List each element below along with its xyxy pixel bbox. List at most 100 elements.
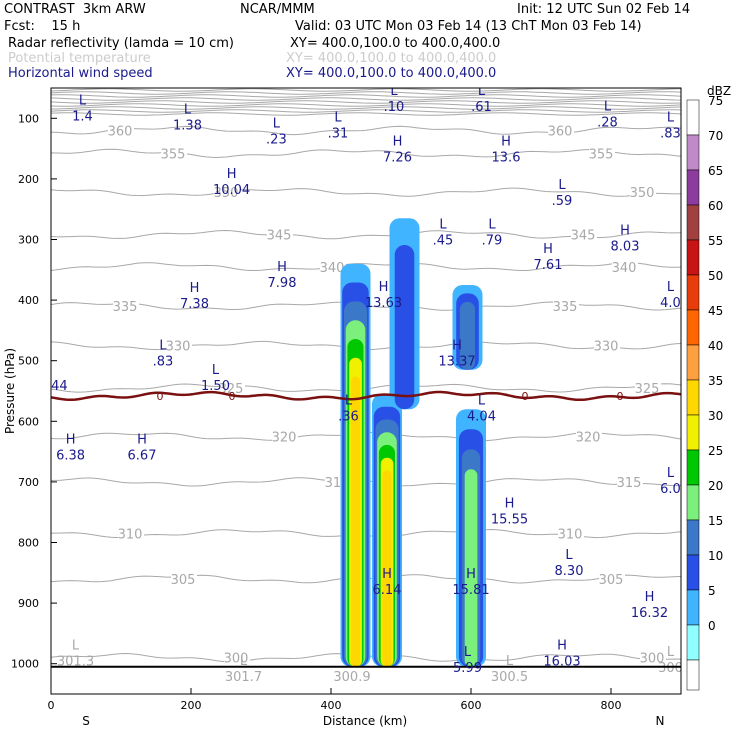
theta-contour-upper	[51, 91, 681, 95]
theta-contour-upper	[51, 97, 681, 101]
wind-extremum-marker: L	[478, 84, 486, 99]
theta-contour-label: 305	[171, 573, 196, 588]
wind-extremum-value: 15.81	[452, 583, 489, 598]
colorbar-swatch	[686, 379, 700, 416]
theta-label-bg	[224, 650, 250, 664]
theta-label-bg	[108, 123, 134, 137]
wind-extremum-marker: L	[478, 393, 486, 408]
theta-contour-upper	[51, 100, 681, 104]
wind-extremum-marker: L	[212, 363, 220, 378]
field2-xy: XY= 400.0,100.0 to 400.0,400.0	[286, 51, 497, 66]
theta-contour-label: 325	[635, 382, 660, 397]
wind-extremum-marker: L	[667, 280, 675, 295]
theta-contour-label: 315	[617, 476, 642, 491]
colorbar-swatch	[686, 274, 700, 311]
colorbar-label: 10	[708, 549, 723, 563]
y-tick-label: 300	[18, 234, 39, 247]
y-tick-label: 400	[18, 294, 39, 307]
theta-extremum-value: 300	[658, 661, 683, 676]
freezing-level-label: 0	[617, 390, 624, 403]
theta-label-bg	[571, 227, 597, 241]
y-tick-label: 1000	[11, 658, 39, 671]
wind-extremum-value: 6.14	[373, 583, 402, 598]
colorbar-swatch	[686, 624, 700, 661]
wind-extremum-marker: L	[79, 93, 87, 108]
theta-contour-label: 360	[548, 124, 573, 139]
wind-extremum-marker: L	[558, 178, 566, 193]
wind-extremum-marker: H	[190, 281, 200, 296]
forecast-hour: Fcst: 15 h	[4, 19, 81, 34]
theta-contour	[51, 125, 681, 136]
wind-extremum-marker: L	[464, 645, 472, 660]
x-tick-label: 0	[48, 699, 55, 712]
wind-extremum-value: 1.4	[72, 109, 93, 124]
colorbar-swatch-below	[686, 659, 700, 691]
field3-name: Horizontal wind speed	[8, 66, 153, 81]
freezing-level-label: 0	[229, 390, 236, 403]
title-center: NCAR/MMM	[240, 2, 315, 17]
colorbar-label: 75	[708, 94, 723, 108]
colorbar-label: 20	[708, 479, 723, 493]
field2-name: Potential temperature	[8, 51, 151, 66]
wind-extremum-value: 6.0	[660, 482, 681, 497]
wind-extremum-value: .45	[433, 234, 454, 249]
wind-extremum-marker: H	[382, 567, 392, 582]
wind-extremum-marker: H	[137, 433, 147, 448]
wind-extremum-marker: H	[379, 280, 389, 295]
colorbar-swatch	[686, 99, 700, 136]
theta-extremum-marker: L	[667, 645, 675, 660]
wind-extremum-marker: L	[159, 339, 167, 354]
valid-time: Valid: 03 UTC Mon 03 Feb 14 (13 ChT Mon …	[295, 19, 642, 34]
theta-contour-label: 300	[640, 652, 665, 667]
wind-extremum-value: 10.04	[213, 183, 250, 198]
theta-contour-label: 345	[267, 229, 292, 244]
theta-label-bg	[553, 299, 579, 313]
wind-extremum-value: 13.6	[492, 151, 521, 166]
colorbar-swatch	[686, 484, 700, 521]
colorbar-label: 70	[708, 129, 723, 143]
freezing-level-label: 0	[157, 390, 164, 403]
colorbar-label: 15	[708, 514, 723, 528]
wind-extremum-marker: H	[452, 339, 462, 354]
wind-extremum-marker: H	[227, 167, 237, 182]
theta-label-bg	[635, 380, 661, 394]
field1-name: Radar reflectivity (lamda = 10 cm)	[8, 36, 234, 51]
theta-contour-label: 330	[166, 340, 191, 355]
wind-extremum-value: 7.26	[383, 151, 412, 166]
theta-label-bg	[640, 650, 666, 664]
colorbar-swatch	[686, 169, 700, 206]
y-axis-label: Pressure (hPa)	[3, 348, 17, 434]
wind-extremum-marker: H	[393, 135, 403, 150]
wind-extremum-value: 13.37	[438, 355, 475, 370]
wind-extremum-value: 44	[51, 379, 68, 394]
wind-extremum-marker: L	[390, 84, 398, 99]
colorbar-swatch	[686, 204, 700, 241]
colorbar-label: 40	[708, 339, 723, 353]
wind-extremum-marker: H	[501, 135, 511, 150]
wind-extremum-marker: L	[439, 218, 447, 233]
wind-extremum-value: 13.63	[365, 296, 402, 311]
wind-extremum-value: 7.61	[534, 258, 563, 273]
wind-extremum-marker: L	[345, 393, 353, 408]
colorbar-label: 25	[708, 444, 723, 458]
colorbar-label: 30	[708, 409, 723, 423]
theta-label-bg	[599, 571, 625, 585]
theta-contour-label: 355	[161, 147, 186, 162]
colorbar-swatch	[686, 519, 700, 556]
axes: 100 200 300 400 500 600 700 800 900 1000 0 200 400 60…	[11, 112, 622, 712]
theta-label-bg	[612, 259, 638, 273]
wind-extremum-marker: L	[488, 218, 496, 233]
y-tick-label: 600	[18, 415, 39, 428]
plot-frame	[50, 87, 682, 695]
wind-extremum-value: .83	[660, 126, 681, 141]
wind-extremum-value: .79	[482, 234, 503, 249]
wind-extremum-value: 1.50	[201, 379, 230, 394]
wind-extremum-value: .83	[153, 355, 174, 370]
theta-label-bg	[576, 429, 602, 443]
wind-extremum-value: 6.38	[56, 449, 85, 464]
wind-extremum-marker: L	[565, 548, 573, 563]
freezing-level: 0 0 0 0	[51, 390, 681, 668]
y-tick-label: 200	[18, 173, 39, 186]
theta-contour-label: 310	[118, 527, 143, 542]
